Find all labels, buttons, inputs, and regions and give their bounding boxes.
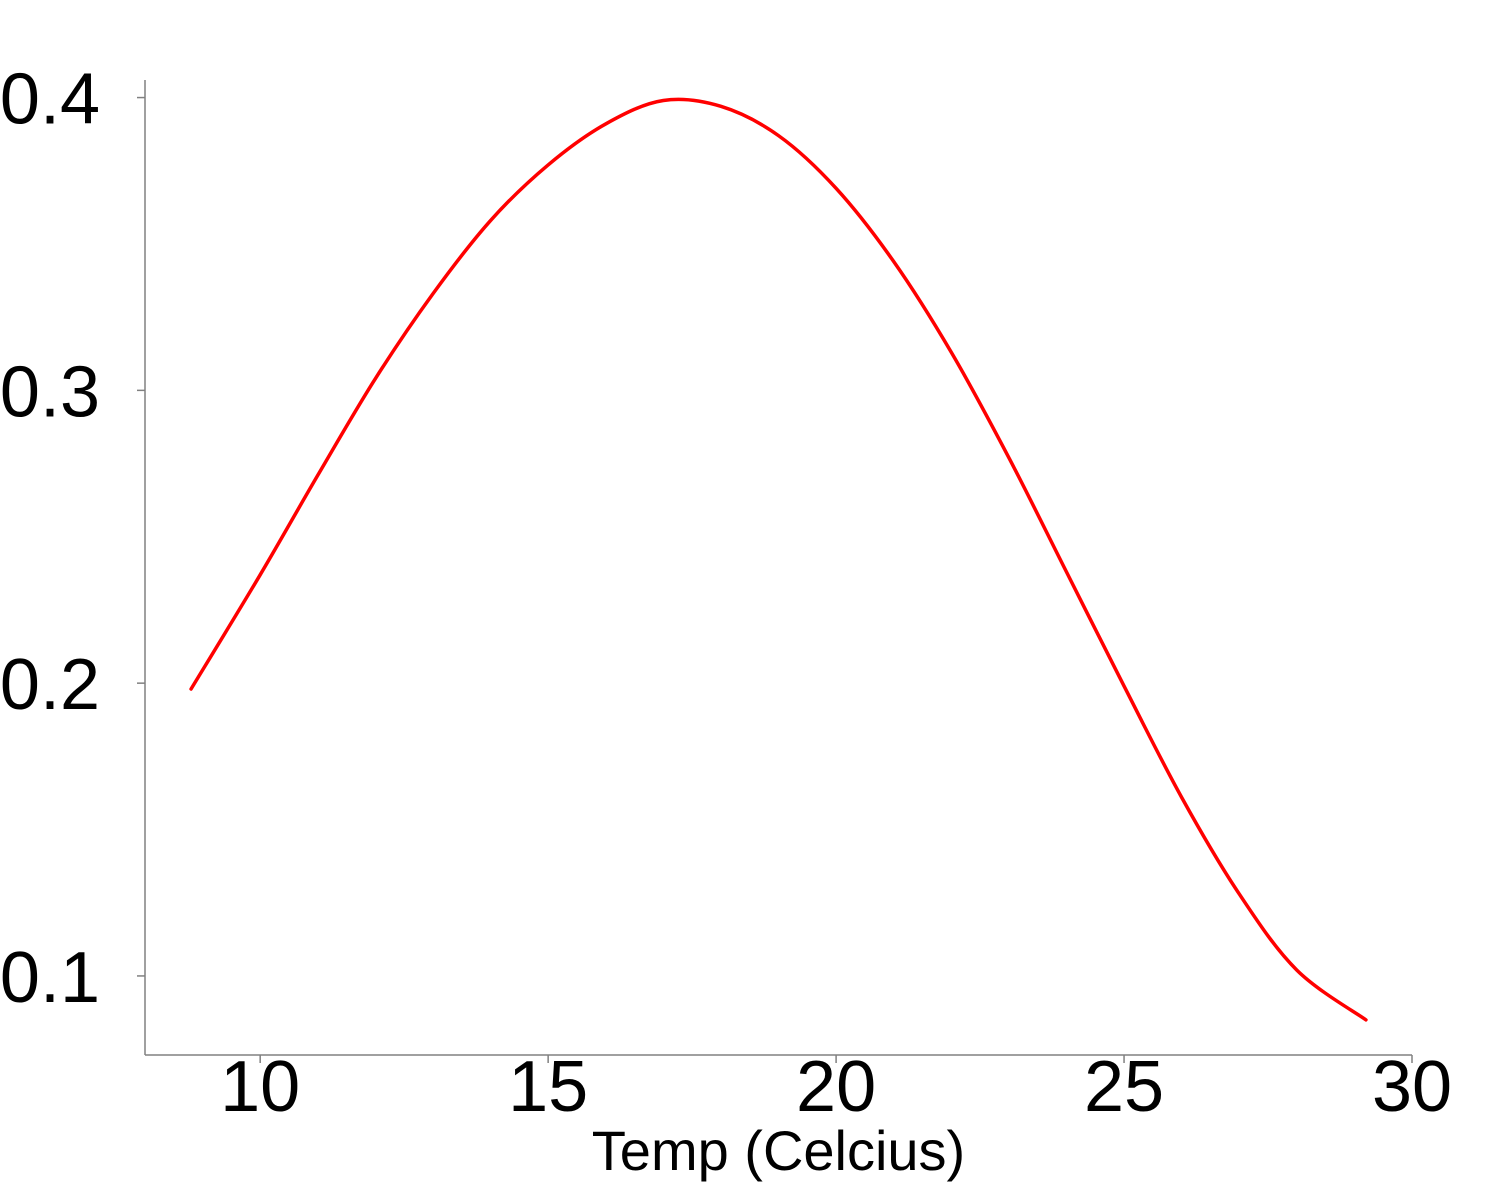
x-tick-label: 20 [796,1047,876,1127]
x-axis-ticks: 10 15 20 25 30 [220,1047,1452,1127]
x-axis-title: Temp (Celcius) [592,1119,965,1182]
x-tick-label: 25 [1084,1047,1164,1127]
series-group [189,97,1368,1022]
x-tick-label: 30 [1372,1047,1452,1127]
y-tick-label: 0.4 [0,60,100,140]
y-tick-label: 0.1 [0,938,100,1018]
y-tick-label: 0.2 [0,645,100,725]
y-tick-label: 0.3 [0,352,100,432]
y-axis-ticks: 0.1 0.2 0.3 0.4 [0,60,145,1018]
x-tick-label: 15 [508,1047,588,1127]
series-line-0 [189,97,1368,1022]
x-tick-label: 10 [220,1047,300,1127]
